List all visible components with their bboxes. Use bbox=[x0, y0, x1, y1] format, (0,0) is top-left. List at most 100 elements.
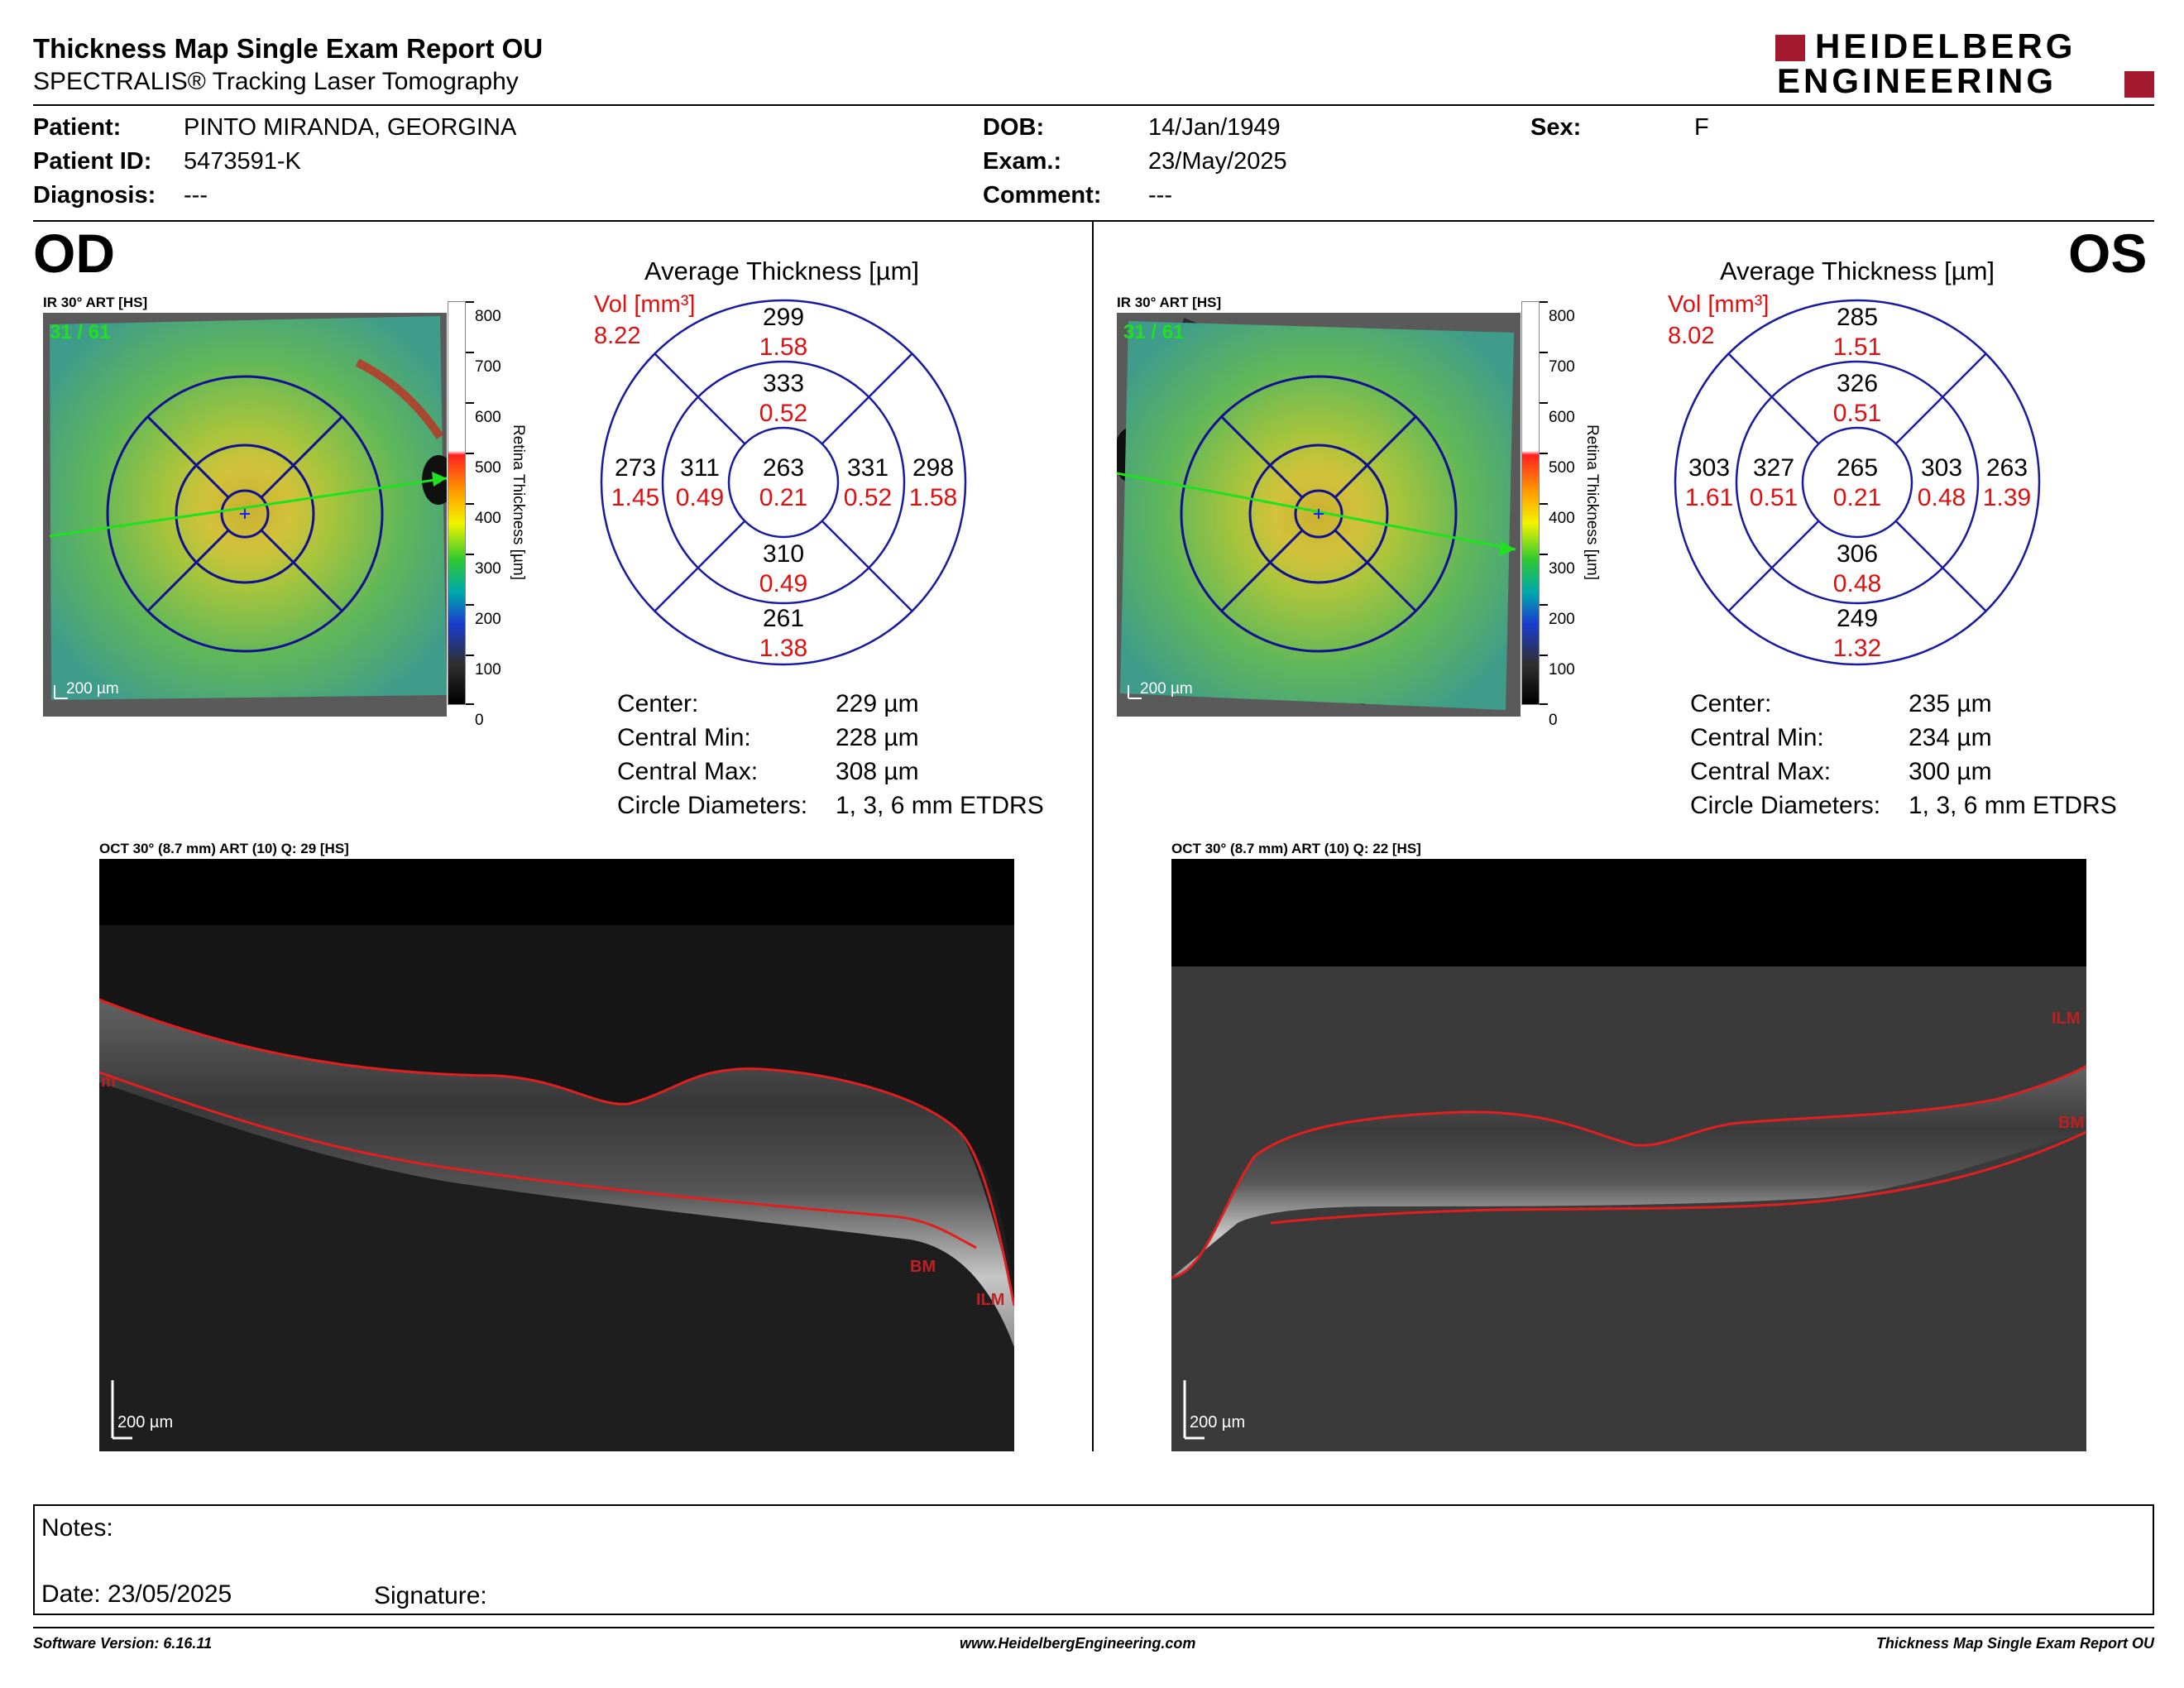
od-colorbar-ticks bbox=[466, 301, 474, 705]
od-oct-bm-tag: BM bbox=[910, 1258, 936, 1276]
company-logo: HEIDELBERG ENGINEERING bbox=[1770, 26, 2159, 103]
sector-thickness: 333 bbox=[762, 370, 805, 397]
sector-volume: 1.45 bbox=[611, 484, 660, 511]
diagnosis-label: Diagnosis: bbox=[33, 182, 156, 209]
sector-volume: 1.39 bbox=[1982, 484, 2032, 511]
os-vol-total: 8.02 bbox=[1668, 323, 1715, 349]
od-fundus-map bbox=[43, 313, 447, 717]
os-etdrs-grid bbox=[1674, 299, 2041, 666]
os-frame-counter: 31 / 61 bbox=[1123, 321, 1185, 343]
os-colorbar-tick: 400 bbox=[1549, 510, 1575, 527]
od-vol-label: Vol [mm³] bbox=[594, 291, 696, 318]
od-colorbar-tick-labels: 800 700 600 500 400 300 200 100 0 bbox=[475, 291, 501, 746]
od-sector-inner-superior: 333 0.52 bbox=[742, 369, 825, 429]
sex-label: Sex: bbox=[1530, 114, 1582, 141]
od-oct-ilm-tag: ILM bbox=[976, 1291, 1005, 1309]
sector-volume: 1.38 bbox=[759, 635, 808, 662]
company-website[interactable]: www.HeidelbergEngineering.com bbox=[960, 1635, 1196, 1652]
os-stat-label: Circle Diameters: bbox=[1690, 792, 1881, 819]
os-oct-bm-tag: BM bbox=[2058, 1114, 2085, 1132]
os-sector-center: 265 0.21 bbox=[1816, 453, 1899, 513]
exam-value: 23/May/2025 bbox=[1148, 148, 1287, 175]
od-oct-scan bbox=[99, 859, 1014, 1451]
os-colorbar-tick: 200 bbox=[1549, 611, 1575, 628]
od-stat-label: Center: bbox=[617, 690, 699, 717]
sector-thickness: 265 bbox=[1836, 454, 1879, 482]
os-colorbar bbox=[1521, 301, 1540, 705]
od-stats-labels: Center: Central Min: Central Max: Circle… bbox=[617, 687, 807, 822]
os-map-scale: 200 µm bbox=[1140, 680, 1193, 698]
sector-thickness: 263 bbox=[1985, 454, 2028, 482]
eye-divider bbox=[1092, 222, 1094, 1451]
sector-volume: 0.48 bbox=[1832, 570, 1882, 597]
od-stats-values: 229 µm 228 µm 308 µm 1, 3, 6 mm ETDRS bbox=[836, 687, 1044, 822]
os-sector-inner-left: 327 0.51 bbox=[1732, 453, 1815, 513]
od-stat-label: Circle Diameters: bbox=[617, 792, 808, 819]
os-fundus-map bbox=[1117, 313, 1521, 717]
od-etdrs-title: Average Thickness [µm] bbox=[644, 257, 920, 285]
patient-divider bbox=[33, 220, 2154, 222]
logo-text-top: HEIDELBERG bbox=[1815, 26, 2076, 65]
od-colorbar-tick: 0 bbox=[475, 712, 484, 729]
od-stat-value: 228 µm bbox=[836, 724, 919, 751]
sector-thickness: 299 bbox=[762, 304, 805, 331]
notes-box[interactable]: Notes: Date: 23/05/2025 Signature: bbox=[33, 1504, 2154, 1615]
os-colorbar-tick: 700 bbox=[1549, 358, 1575, 376]
od-stat-value: 308 µm bbox=[836, 758, 919, 785]
sector-thickness: 326 bbox=[1836, 370, 1879, 397]
os-sector-outer-left: 303 1.61 bbox=[1668, 453, 1751, 513]
os-stats-values: 235 µm 234 µm 300 µm 1, 3, 6 mm ETDRS bbox=[1909, 687, 2117, 822]
patient-id-label: Patient ID: bbox=[33, 148, 152, 175]
sector-volume: 0.21 bbox=[1832, 484, 1882, 511]
sector-thickness: 263 bbox=[762, 454, 805, 482]
od-sector-center: 263 0.21 bbox=[742, 453, 825, 513]
os-colorbar-tick: 800 bbox=[1549, 308, 1575, 325]
software-version: Software Version: 6.16.11 bbox=[33, 1635, 213, 1652]
od-frame-counter: 31 / 61 bbox=[50, 321, 111, 343]
od-sector-inner-left: 311 0.49 bbox=[659, 453, 741, 513]
od-sector-inner-inferior: 310 0.49 bbox=[742, 539, 825, 599]
dob-value: 14/Jan/1949 bbox=[1148, 114, 1281, 141]
report-subtitle: SPECTRALIS® Tracking Laser Tomography bbox=[33, 68, 519, 95]
sector-volume: 0.51 bbox=[1749, 484, 1798, 511]
os-stats-labels: Center: Central Min: Central Max: Circle… bbox=[1690, 687, 1880, 822]
sector-thickness: 327 bbox=[1752, 454, 1795, 482]
os-ir-label: IR 30° ART [HS] bbox=[1117, 295, 1222, 310]
od-sector-outer-inferior: 261 1.38 bbox=[742, 604, 825, 664]
footer-divider bbox=[33, 1627, 2154, 1628]
od-colorbar-tick: 500 bbox=[475, 459, 501, 477]
logo-text-bottom: ENGINEERING bbox=[1777, 61, 2057, 100]
sector-thickness: 273 bbox=[614, 454, 657, 482]
od-colorbar-tick: 700 bbox=[475, 358, 501, 376]
od-colorbar-tick: 300 bbox=[475, 560, 501, 578]
sector-thickness: 285 bbox=[1836, 304, 1879, 331]
os-sector-outer-right: 263 1.39 bbox=[1966, 453, 2048, 513]
od-map-scale: 200 µm bbox=[66, 680, 119, 698]
sector-thickness: 303 bbox=[1920, 454, 1963, 482]
sector-volume: 1.32 bbox=[1832, 635, 1882, 662]
sector-volume: 1.58 bbox=[908, 484, 958, 511]
patient-name: PINTO MIRANDA, GEORGINA bbox=[184, 114, 517, 141]
od-sector-inner-right: 331 0.52 bbox=[826, 453, 909, 513]
od-stat-value: 229 µm bbox=[836, 690, 919, 717]
os-stat-value: 234 µm bbox=[1909, 724, 1992, 751]
od-stat-value: 1, 3, 6 mm ETDRS bbox=[836, 792, 1044, 819]
od-oct-edge-tag: m bbox=[101, 1072, 116, 1091]
os-vol-label: Vol [mm³] bbox=[1668, 291, 1770, 318]
od-colorbar-tick: 800 bbox=[475, 308, 501, 325]
od-colorbar-tick: 200 bbox=[475, 611, 501, 628]
od-stat-label: Central Min: bbox=[617, 724, 751, 751]
sector-thickness: 249 bbox=[1836, 605, 1879, 632]
report-title: Thickness Map Single Exam Report OU bbox=[33, 33, 544, 64]
od-oct-label: OCT 30° (8.7 mm) ART (10) Q: 29 [HS] bbox=[99, 841, 349, 856]
sector-volume: 0.51 bbox=[1832, 400, 1882, 427]
os-oct-scan bbox=[1171, 859, 2086, 1451]
sector-volume: 0.49 bbox=[759, 570, 808, 597]
sector-thickness: 310 bbox=[762, 540, 805, 568]
comment-value: --- bbox=[1148, 182, 1172, 209]
os-colorbar-ticks bbox=[1540, 301, 1548, 705]
sector-thickness: 261 bbox=[762, 605, 805, 632]
os-stat-value: 1, 3, 6 mm ETDRS bbox=[1909, 792, 2117, 819]
od-sector-outer-superior: 299 1.58 bbox=[742, 303, 825, 362]
logo-square-top bbox=[1775, 35, 1805, 61]
